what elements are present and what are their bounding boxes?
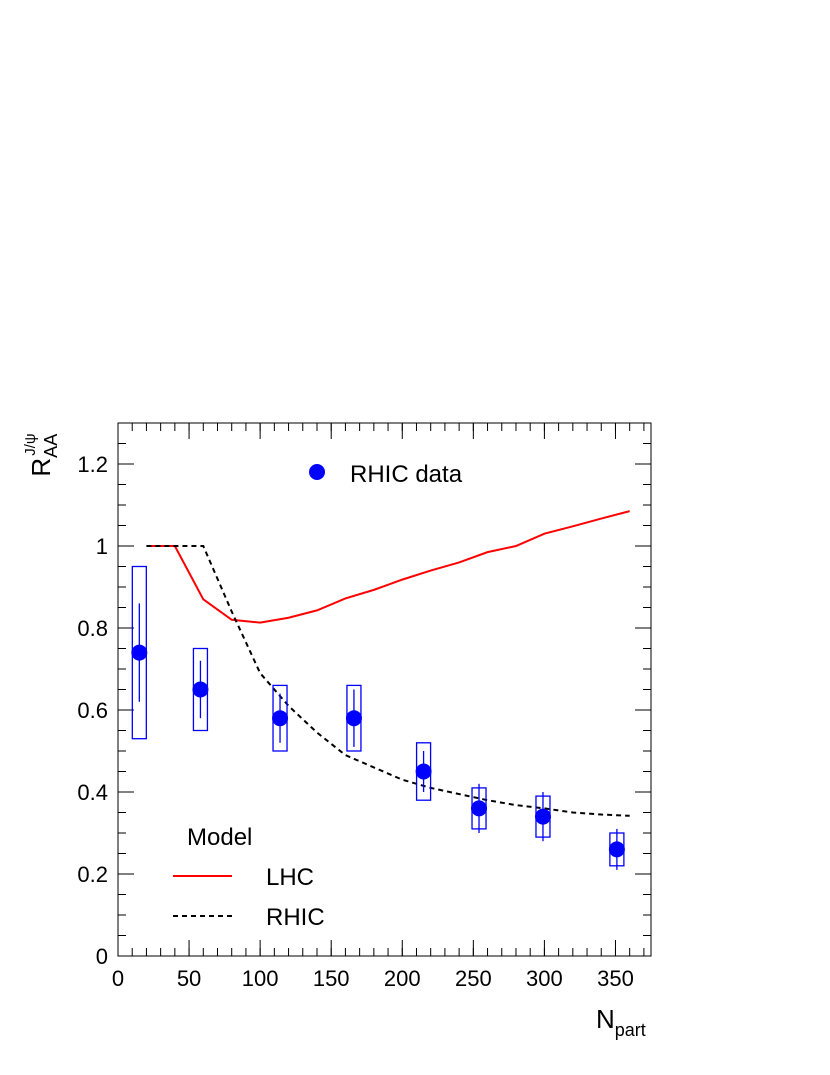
y-label-sup: J/ψ (22, 433, 39, 455)
y-tick-label: 0.2 (77, 862, 108, 887)
y-label-sub: AA (41, 434, 61, 458)
x-tick-label: 200 (384, 966, 421, 991)
data-point (131, 644, 148, 661)
y-tick-label: 1 (96, 534, 108, 559)
data-point (534, 808, 551, 825)
x-label-sub: part (615, 1020, 646, 1040)
data-point (608, 841, 625, 858)
legend-label: LHC (266, 864, 314, 891)
y-tick-label: 0.6 (77, 698, 108, 723)
x-tick-label: 0 (112, 966, 124, 991)
data-point (471, 800, 488, 817)
y-tick-label: 1.2 (77, 452, 108, 477)
x-tick-label: 150 (313, 966, 350, 991)
data-point (345, 710, 362, 727)
x-label-main: N (596, 1004, 615, 1034)
y-axis-label: RAAJ/ψ (22, 433, 61, 476)
legend-marker (309, 464, 325, 480)
model-line (146, 510, 630, 624)
x-tick-label: 250 (455, 966, 492, 991)
x-tick-label: 300 (526, 966, 563, 991)
x-tick-label: 100 (242, 966, 279, 991)
y-label-main: R (26, 458, 56, 477)
y-tick-label: 0.4 (77, 780, 108, 805)
data-point (192, 681, 209, 698)
x-axis-label: Npart (596, 1004, 646, 1040)
legend-title: Model (187, 824, 252, 851)
data-point (415, 763, 432, 780)
data-point (272, 710, 289, 727)
model-line (146, 545, 630, 817)
x-tick-label: 350 (597, 966, 634, 991)
y-tick-label: 0.8 (77, 616, 108, 641)
legend-label: RHIC data (350, 461, 463, 488)
y-tick-label: 0 (96, 944, 108, 969)
legend-label: RHIC (266, 904, 325, 931)
x-tick-label: 50 (177, 966, 201, 991)
